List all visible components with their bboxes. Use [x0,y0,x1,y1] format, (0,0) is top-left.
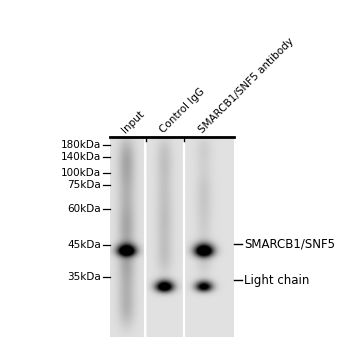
Text: 60kDa: 60kDa [68,204,101,214]
Text: SMARCB1/SNF5 antibody: SMARCB1/SNF5 antibody [197,36,296,135]
Text: SMARCB1/SNF5: SMARCB1/SNF5 [244,238,335,251]
Text: 180kDa: 180kDa [61,140,101,150]
Text: 140kDa: 140kDa [61,152,101,162]
Text: Light chain: Light chain [244,274,309,286]
Text: 75kDa: 75kDa [68,180,101,190]
Text: 45kDa: 45kDa [68,240,101,250]
Text: Input: Input [120,109,146,135]
Text: Control IgG: Control IgG [158,86,206,135]
Text: 100kDa: 100kDa [61,168,101,178]
Text: 35kDa: 35kDa [68,272,101,282]
